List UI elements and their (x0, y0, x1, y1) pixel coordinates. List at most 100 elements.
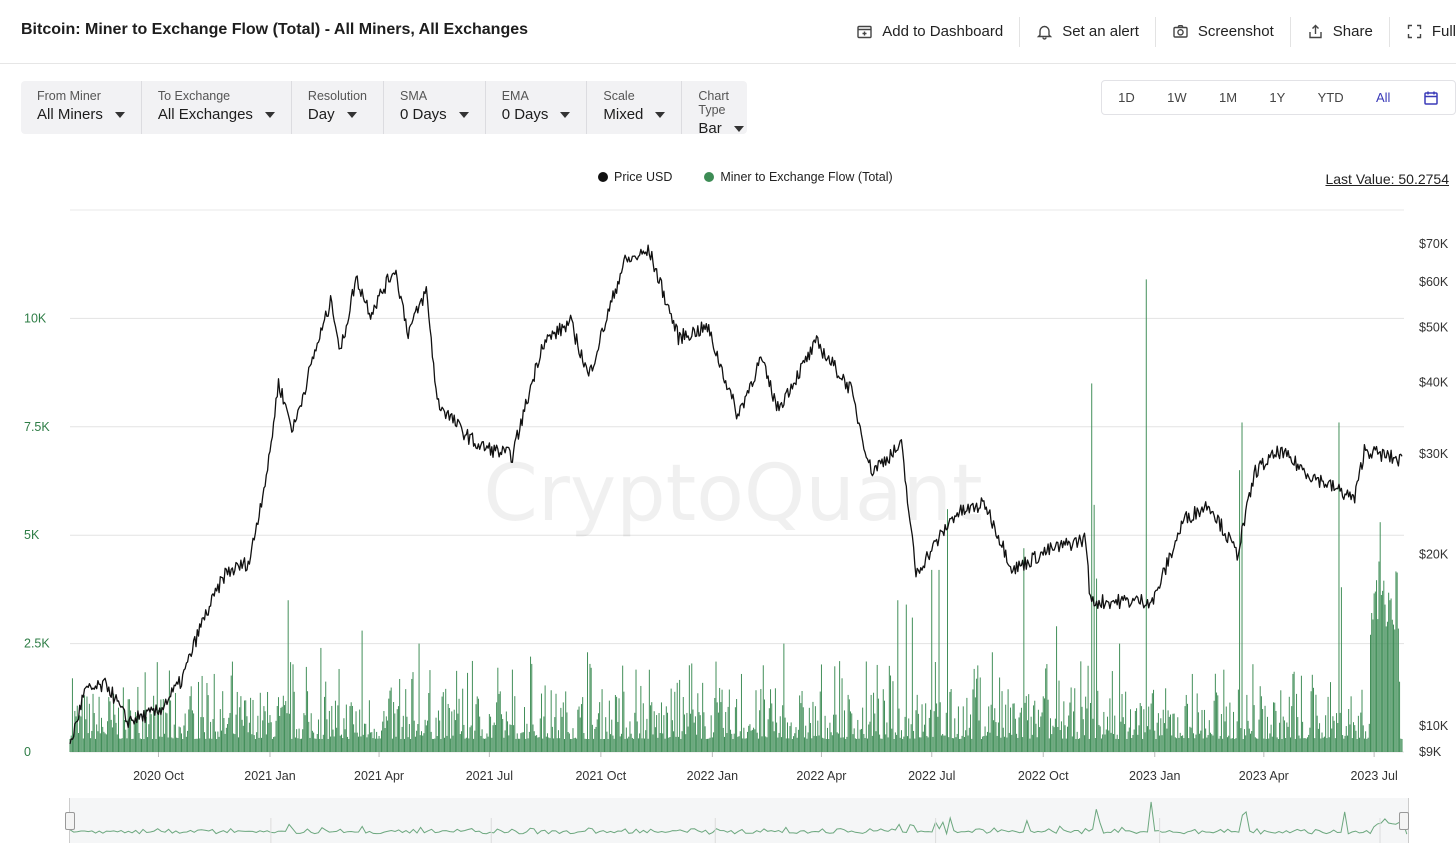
flow-bar (147, 737, 149, 752)
fullscreen-button[interactable]: Full (1390, 17, 1456, 47)
flow-bar (916, 694, 918, 752)
flow-bar (1058, 680, 1060, 752)
range-1d-button[interactable]: 1D (1118, 90, 1135, 105)
flow-bar (737, 736, 739, 752)
calendar-button[interactable] (1417, 86, 1445, 110)
flow-bar (751, 729, 753, 752)
flow-bar (319, 738, 321, 752)
range-navigator[interactable] (69, 798, 1409, 843)
range-ytd-button[interactable]: YTD (1317, 90, 1344, 105)
flow-bar (436, 736, 438, 752)
flow-bar (864, 737, 866, 752)
flow-bar (122, 687, 124, 752)
range-1m-button[interactable]: 1M (1218, 90, 1238, 105)
flow-bar (1367, 737, 1369, 752)
scale-select[interactable]: Scale Mixed (587, 81, 683, 134)
flow-bar (597, 713, 599, 752)
flow-bar (548, 737, 550, 752)
flow-bar (538, 737, 540, 752)
legend-price-usd[interactable]: Price USD (598, 170, 672, 184)
navigator-left-handle[interactable] (65, 812, 75, 830)
flow-bar (921, 704, 923, 752)
flow-bar (187, 730, 189, 752)
range-1w-button[interactable]: 1W (1167, 90, 1187, 105)
flow-bar (1351, 738, 1353, 752)
flow-bar (796, 737, 798, 752)
flow-bar (724, 736, 725, 752)
flow-bar (762, 665, 764, 752)
flow-bar (852, 734, 854, 752)
flow-bar (487, 736, 489, 752)
flow-bar (1359, 737, 1361, 752)
flow-bar (635, 669, 637, 752)
to-exchange-label: To Exchange (157, 89, 231, 103)
from-miner-select[interactable]: From Miner All Miners (21, 81, 142, 134)
navigator-right-handle[interactable] (1399, 812, 1409, 830)
chart-type-select[interactable]: Chart Type Bar (682, 81, 759, 137)
flow-bar (305, 666, 307, 752)
right-axis-tick-label: $9K (1419, 745, 1442, 759)
flow-bar (234, 734, 236, 752)
flow-bar (536, 735, 538, 752)
resolution-select[interactable]: Resolution Day (292, 81, 384, 134)
flow-bar (1178, 737, 1180, 752)
flow-bar (251, 734, 253, 752)
flow-bar (902, 738, 904, 752)
flow-bar (1144, 732, 1146, 752)
flow-bar (124, 720, 126, 752)
navigator-mini-chart (69, 801, 1408, 843)
flow-bar (1013, 703, 1015, 752)
ema-select[interactable]: EMA 0 Days (486, 81, 588, 134)
flow-bar (1316, 715, 1318, 752)
flow-bar (968, 727, 970, 752)
range-all-button[interactable]: All (1375, 90, 1391, 105)
flow-bar (717, 712, 719, 752)
flow-bar (239, 707, 241, 752)
flow-bar (1254, 737, 1256, 752)
set-alert-button[interactable]: Set an alert (1020, 16, 1156, 47)
flow-bar (628, 736, 630, 752)
add-to-dashboard-button[interactable]: Add to Dashboard (840, 16, 1021, 47)
flow-bar (133, 721, 135, 752)
flow-bar (988, 706, 990, 752)
flow-bar (219, 709, 221, 752)
flow-bar (1217, 695, 1219, 752)
flow-bar (1111, 671, 1113, 752)
flow-bar (727, 706, 729, 752)
flow-bar (526, 723, 528, 752)
flow-bar (1145, 279, 1147, 752)
flow-bar (1388, 592, 1390, 752)
flow-bar (527, 738, 529, 752)
range-1y-button[interactable]: 1Y (1269, 90, 1286, 105)
screenshot-button[interactable]: Screenshot (1156, 16, 1291, 47)
flow-bar (446, 735, 448, 752)
chart-type-label: Chart Type (698, 89, 729, 117)
flow-bar (811, 738, 813, 752)
sma-select[interactable]: SMA 0 Days (384, 81, 486, 134)
flow-bar (1140, 706, 1142, 752)
flow-bar (1203, 709, 1205, 752)
flow-bar (314, 738, 316, 752)
flow-bar (1370, 634, 1371, 752)
flow-bar (824, 715, 826, 752)
flow-bar (1305, 738, 1307, 752)
flow-bars (69, 279, 1403, 752)
flow-bar (1116, 734, 1118, 752)
to-exchange-select[interactable]: To Exchange All Exchanges (142, 81, 292, 134)
flow-bar (785, 738, 787, 752)
flow-bar (213, 673, 215, 752)
flow-bar (400, 738, 402, 752)
flow-bar (840, 737, 842, 752)
flow-bar (351, 705, 353, 752)
flow-bar (812, 701, 814, 752)
flow-bar (1150, 703, 1152, 752)
flow-bar (766, 737, 768, 752)
flow-bar (1258, 719, 1260, 752)
flow-bar (720, 702, 722, 752)
flow-bar (1328, 737, 1330, 752)
legend-miner-flow[interactable]: Miner to Exchange Flow (Total) (704, 170, 893, 184)
flow-bar (334, 700, 336, 752)
flow-bar (428, 693, 430, 752)
last-value-link[interactable]: Last Value: 50.2754 (1325, 171, 1449, 187)
share-button[interactable]: Share (1291, 16, 1390, 47)
